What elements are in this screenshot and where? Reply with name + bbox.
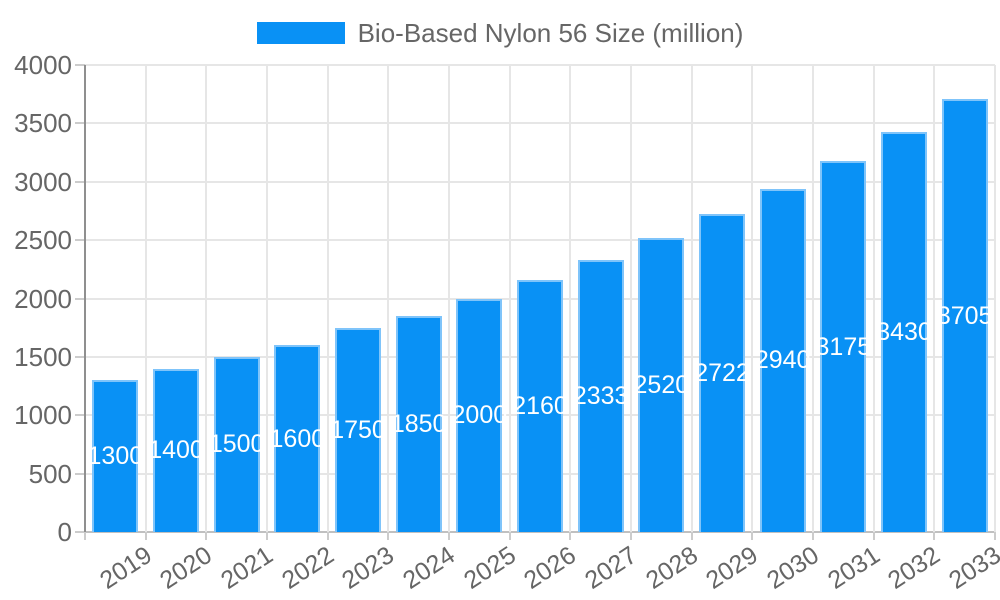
x-axis-tick-label: 2025 [458,541,521,595]
bar[interactable] [881,131,927,532]
x-tick-mark [144,532,147,540]
x-axis-tick-label: 2031 [822,541,885,595]
y-axis-tick-label: 3500 [14,108,72,139]
y-tick-mark [75,414,85,417]
x-tick-mark [326,532,329,540]
y-axis-tick-label: 500 [28,458,72,489]
y-axis-tick-label: 3000 [14,166,72,197]
x-axis-tick-label: 2033 [944,541,1000,595]
gridline-vertical [387,65,390,532]
gridline-vertical [933,65,936,532]
x-tick-mark [448,532,450,540]
x-tick-mark [84,532,86,540]
bar[interactable] [274,345,321,532]
y-axis-line [84,65,86,540]
y-axis-tick-label: 4000 [14,50,72,80]
bar[interactable] [335,327,381,532]
bar[interactable] [92,380,139,532]
gridline-vertical [205,65,208,532]
y-tick-mark [75,180,85,183]
y-axis-tick-label: 2500 [14,225,72,256]
bar[interactable] [456,298,503,532]
x-axis-tick-label: 2020 [155,541,218,595]
y-axis-tick-label: 0 [57,517,72,547]
gridline-vertical [872,65,875,532]
bar[interactable] [577,259,624,532]
x-tick-mark [205,532,208,540]
x-axis-tick-label: 2022 [276,541,339,595]
x-axis-tick-label: 2023 [337,541,400,595]
gridline-vertical [812,65,814,532]
legend-label: Bio-Based Nylon 56 Size (million) [357,18,744,48]
gridline-horizontal [85,122,995,125]
x-tick-mark [933,532,936,540]
x-tick-mark [508,532,511,540]
y-tick-mark [75,64,85,66]
x-axis-tick-label: 2021 [216,541,278,595]
x-tick-mark [872,532,875,540]
x-axis-tick-label: 2024 [398,541,460,595]
x-tick-mark [387,532,390,540]
y-axis-tick-label: 1000 [14,400,72,431]
y-tick-mark [75,239,85,242]
x-tick-mark [266,532,268,540]
x-axis-tick-label: 2030 [762,541,824,595]
x-axis-tick-label: 2027 [580,541,642,595]
x-tick-mark [569,532,572,540]
x-tick-mark [994,532,996,540]
y-tick-mark [75,355,85,358]
x-axis-tick-label: 2029 [701,541,764,595]
y-axis-tick-label: 1500 [14,341,72,372]
bar[interactable] [153,368,199,532]
gridline-horizontal [85,64,995,66]
x-axis-tick-label: 2028 [640,541,703,595]
gridline-vertical [994,65,996,532]
bar[interactable] [820,161,867,532]
y-tick-mark [75,531,85,533]
gridline-vertical [751,65,754,532]
y-tick-mark [75,297,85,300]
gridline-vertical [144,65,147,532]
y-tick-mark [75,122,85,125]
bar[interactable] [699,214,745,532]
gridline-vertical [448,65,450,532]
x-tick-mark [690,532,693,540]
x-tick-mark [812,532,814,540]
x-axis-tick-label: 2032 [883,541,946,595]
bar[interactable] [213,356,260,532]
x-axis-tick-label: 2026 [519,541,582,595]
bar[interactable] [517,279,563,532]
gridline-vertical [690,65,693,532]
gridline-vertical [630,65,632,532]
bar[interactable] [759,188,806,532]
x-tick-mark [751,532,754,540]
gridline-vertical [508,65,511,532]
gridline-horizontal [85,239,995,242]
legend-item[interactable]: Bio-Based Nylon 56 Size (million) [0,14,1000,52]
x-axis-baseline [85,531,995,533]
y-tick-mark [75,472,85,475]
bar[interactable] [638,237,685,532]
y-axis-tick-label: 2000 [14,283,72,314]
gridline-horizontal [85,180,995,183]
bar[interactable] [395,316,442,532]
bar[interactable] [941,99,988,532]
gridline-vertical [326,65,329,532]
gridline-vertical [266,65,268,532]
x-axis-tick-label: 2019 [94,541,157,595]
x-tick-mark [630,532,632,540]
legend-swatch [256,22,345,44]
gridline-vertical [569,65,572,532]
